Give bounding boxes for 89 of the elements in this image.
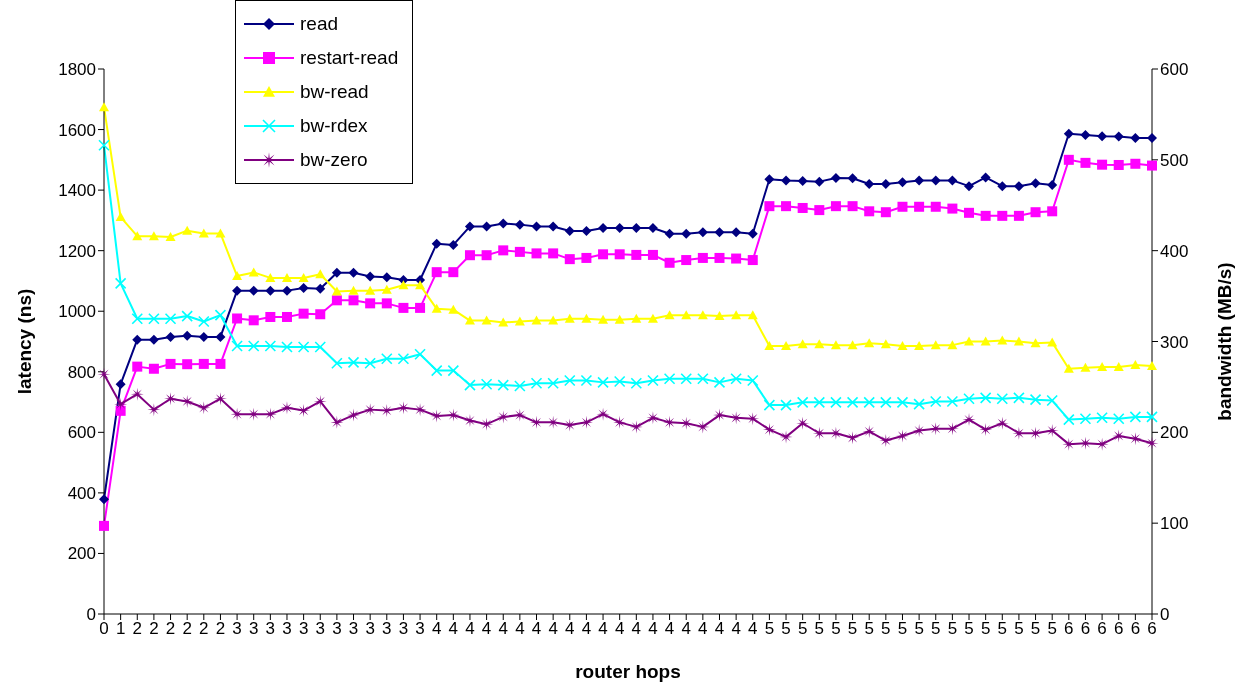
x-tick-label: 0 [99, 619, 109, 639]
x-tick-label: 5 [764, 619, 775, 639]
x-tick-label: 5 [897, 619, 908, 639]
y2-tick-label: 0 [1160, 605, 1170, 625]
x-tick-label: 5 [881, 619, 891, 639]
x-tick-label: 2 [149, 619, 159, 639]
y2-tick-label: 300 [1160, 332, 1189, 352]
y-tick-label: 0 [86, 605, 96, 625]
x-tick-label: 5 [980, 619, 991, 639]
legend-label: read [300, 13, 339, 35]
x-tick-label: 5 [1047, 619, 1057, 639]
legend-label: restart-read [300, 47, 399, 69]
x-tick-label: 6 [1064, 619, 1074, 639]
y2-tick-label: 100 [1160, 514, 1189, 534]
x-tick-label: 3 [332, 619, 342, 639]
x-tick-label: 5 [1014, 619, 1024, 639]
x-tick-label: 5 [797, 619, 808, 639]
x-tick-label: 1 [115, 619, 126, 639]
legend-label: bw-read [300, 81, 369, 103]
x-tick-label: 4 [498, 619, 508, 639]
x-tick-label: 4 [431, 619, 442, 639]
x-tick-label: 2 [132, 619, 142, 639]
x-tick-label: 5 [914, 619, 924, 639]
y-tick-label: 1400 [58, 181, 96, 201]
x-tick-label: 5 [781, 619, 791, 639]
x-tick-label: 4 [714, 619, 725, 639]
x-tick-label: 5 [814, 619, 825, 639]
x-tick-label: 5 [831, 619, 841, 639]
x-tick-label: 2 [165, 619, 176, 639]
x-tick-label: 3 [298, 619, 309, 639]
x-tick-label: 6 [1114, 619, 1124, 639]
x-tick-label: 6 [1147, 619, 1157, 639]
x-tick-label: 2 [215, 619, 226, 639]
x-tick-label: 3 [315, 619, 325, 639]
x-tick-label: 5 [931, 619, 941, 639]
y2-axis-title: bandwidth (MB/s) [1213, 262, 1235, 421]
x-tick-label: 4 [681, 619, 691, 639]
x-tick-label: 4 [631, 619, 642, 639]
x-tick-label: 3 [398, 619, 409, 639]
x-tick-label: 6 [1080, 619, 1091, 639]
x-tick-label: 3 [382, 619, 392, 639]
x-tick-label: 4 [731, 619, 741, 639]
y2-tick-label: 400 [1160, 241, 1189, 261]
x-tick-label: 6 [1097, 619, 1107, 639]
y-tick-label: 800 [67, 362, 96, 382]
x-tick-label: 3 [282, 619, 292, 639]
x-tick-label: 3 [248, 619, 259, 639]
x-tick-label: 4 [565, 619, 575, 639]
x-tick-label: 3 [415, 619, 425, 639]
legend-label: bw-zero [300, 149, 368, 171]
x-tick-label: 4 [598, 619, 608, 639]
y-tick-label: 200 [67, 544, 96, 564]
x-tick-label: 4 [481, 619, 492, 639]
x-tick-label: 3 [365, 619, 375, 639]
x-tick-label: 4 [531, 619, 542, 639]
y-axis-title: latency (ns) [13, 288, 35, 395]
y-tick-label: 1000 [58, 302, 96, 322]
x-tick-label: 4 [748, 619, 758, 639]
x-tick-label: 3 [232, 619, 242, 639]
y2-tick-label: 500 [1160, 150, 1189, 170]
x-tick-label: 4 [465, 619, 475, 639]
x-tick-label: 5 [947, 619, 958, 639]
y-tick-label: 1800 [58, 60, 96, 80]
x-tick-label: 2 [199, 619, 209, 639]
y-tick-label: 600 [67, 423, 96, 443]
y2-tick-label: 200 [1160, 423, 1189, 443]
x-tick-label: 4 [614, 619, 625, 639]
x-tick-label: 4 [648, 619, 658, 639]
y-tick-label: 1200 [58, 241, 96, 261]
y2-tick-label: 600 [1160, 60, 1189, 80]
x-tick-label: 5 [964, 619, 974, 639]
x-tick-label: 4 [548, 619, 558, 639]
x-tick-label: 5 [847, 619, 858, 639]
x-tick-label: 2 [182, 619, 192, 639]
y-tick-label: 400 [67, 483, 96, 503]
x-tick-label: 6 [1130, 619, 1141, 639]
x-tick-label: 4 [448, 619, 459, 639]
x-tick-label: 4 [664, 619, 675, 639]
x-tick-label: 3 [265, 619, 276, 639]
x-tick-label: 3 [348, 619, 359, 639]
y-tick-label: 1600 [58, 120, 96, 140]
x-axis-title: router hops [575, 661, 681, 682]
x-tick-label: 5 [1030, 619, 1041, 639]
x-tick-label: 4 [581, 619, 592, 639]
x-tick-label: 5 [997, 619, 1008, 639]
x-tick-label: 4 [515, 619, 525, 639]
legend-label: bw-rdex [300, 115, 368, 137]
x-tick-label: 5 [864, 619, 874, 639]
x-tick-label: 4 [698, 619, 708, 639]
